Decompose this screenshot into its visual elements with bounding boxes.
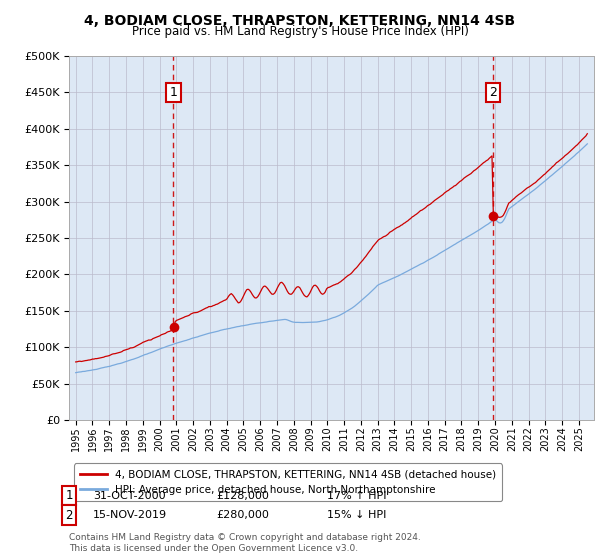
Text: 15% ↓ HPI: 15% ↓ HPI [327,510,386,520]
Legend: 4, BODIAM CLOSE, THRAPSTON, KETTERING, NN14 4SB (detached house), HPI: Average p: 4, BODIAM CLOSE, THRAPSTON, KETTERING, N… [74,464,502,501]
Text: 2: 2 [65,508,73,522]
Text: £280,000: £280,000 [216,510,269,520]
Text: Price paid vs. HM Land Registry's House Price Index (HPI): Price paid vs. HM Land Registry's House … [131,25,469,38]
Text: 4, BODIAM CLOSE, THRAPSTON, KETTERING, NN14 4SB: 4, BODIAM CLOSE, THRAPSTON, KETTERING, N… [85,14,515,28]
Text: Contains HM Land Registry data © Crown copyright and database right 2024.
This d: Contains HM Land Registry data © Crown c… [69,533,421,553]
Text: 2: 2 [489,86,497,99]
Text: 15-NOV-2019: 15-NOV-2019 [93,510,167,520]
Text: 1: 1 [170,86,178,99]
Text: 17% ↑ HPI: 17% ↑ HPI [327,491,386,501]
Text: £128,000: £128,000 [216,491,269,501]
Text: 1: 1 [65,489,73,502]
Text: 31-OCT-2000: 31-OCT-2000 [93,491,166,501]
